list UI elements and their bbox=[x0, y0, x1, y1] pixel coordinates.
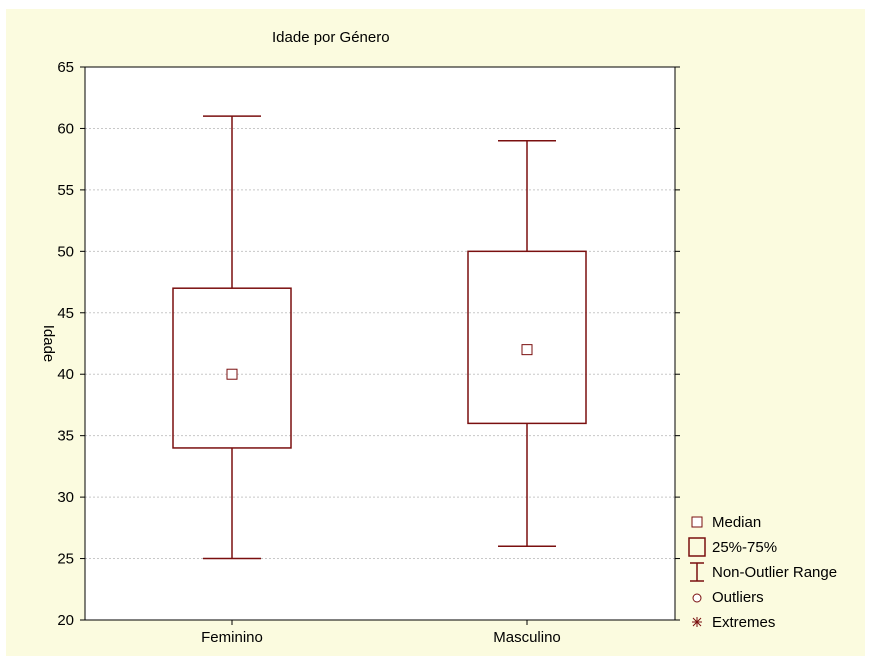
legend-label: Outliers bbox=[712, 589, 764, 606]
x-axis-ticks: Feminino Masculino bbox=[201, 620, 561, 646]
median-marker bbox=[226, 368, 238, 380]
legend-item-asterisk: Extremes bbox=[692, 614, 775, 631]
legend-item-small-square: Median bbox=[691, 514, 761, 531]
iqr-box bbox=[172, 287, 292, 449]
y-tick-label-30: 30 bbox=[57, 489, 74, 506]
y-tick-label-35: 35 bbox=[57, 428, 74, 445]
y-axis-label: Idade bbox=[40, 325, 57, 363]
y-tick-label-60: 60 bbox=[57, 120, 74, 137]
y-tick-label-25: 25 bbox=[57, 551, 74, 568]
legend-item-box: 25%-75% bbox=[688, 537, 777, 557]
x-tick-label-masculino: Masculino bbox=[493, 629, 561, 646]
legend-outlier-icon bbox=[692, 593, 702, 603]
legend-label: Non-Outlier Range bbox=[712, 564, 837, 581]
legend: Median 25%-75% Non-Outlier Range Outliers Ex… bbox=[688, 514, 837, 631]
y-tick-label-45: 45 bbox=[57, 305, 74, 322]
legend-label: 25%-75% bbox=[712, 539, 777, 556]
chart-title: Idade por Género bbox=[272, 29, 390, 46]
legend-item-circle: Outliers bbox=[692, 589, 764, 606]
median-marker bbox=[521, 344, 533, 356]
y-tick-label-65: 65 bbox=[57, 59, 74, 76]
y-tick-label-40: 40 bbox=[57, 366, 74, 383]
y-tick-label-20: 20 bbox=[57, 612, 74, 629]
plot-area bbox=[85, 67, 675, 620]
boxes bbox=[172, 115, 587, 560]
legend-box-icon bbox=[688, 537, 706, 557]
box-feminino bbox=[172, 115, 292, 560]
y-tick-label-50: 50 bbox=[57, 243, 74, 260]
legend-extreme-icon bbox=[692, 617, 702, 627]
iqr-box bbox=[467, 250, 587, 425]
legend-label: Extremes bbox=[712, 614, 775, 631]
legend-label: Median bbox=[712, 514, 761, 531]
x-tick-label-feminino: Feminino bbox=[201, 629, 263, 646]
y-axis-ticks: 20 25 30 35 40 45 50 55 60 65 bbox=[57, 59, 680, 629]
plot-border bbox=[84, 66, 676, 621]
asterisk-d2 bbox=[692, 617, 702, 627]
legend-median-icon bbox=[691, 516, 703, 528]
legend-item-whisker: Non-Outlier Range bbox=[690, 562, 837, 582]
y-tick-label-55: 55 bbox=[57, 182, 74, 199]
box-masculino bbox=[467, 139, 587, 548]
